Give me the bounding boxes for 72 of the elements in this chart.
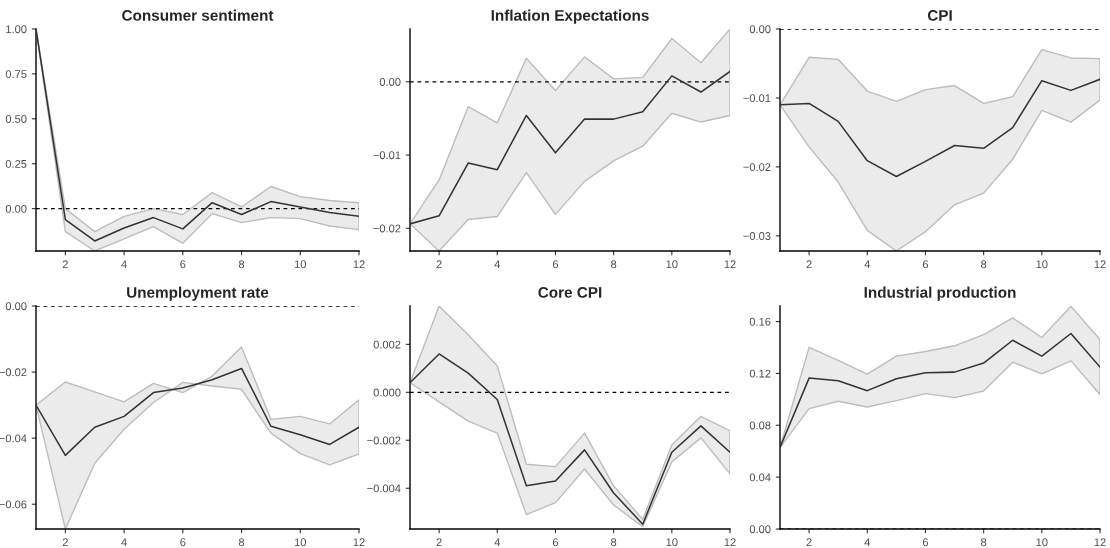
x-tick-label: 6 bbox=[922, 260, 929, 269]
chart-title: Unemployment rate bbox=[127, 286, 269, 301]
y-tick-label: 0.002 bbox=[373, 340, 401, 349]
chart-title: Industrial production bbox=[864, 286, 1016, 301]
x-tick-label: 4 bbox=[864, 260, 871, 269]
line-series bbox=[780, 78, 1100, 178]
x-tick-label: 4 bbox=[864, 538, 871, 547]
x-tick-label: 2 bbox=[62, 260, 68, 269]
x-tick-label: 8 bbox=[611, 538, 617, 547]
y-tick-label: 0.04 bbox=[749, 473, 771, 482]
chart-title: CPI bbox=[927, 10, 952, 21]
y-tick-label: −0.01 bbox=[743, 94, 771, 103]
y-tick-label: −0.02 bbox=[743, 163, 771, 172]
x-tick-label: 8 bbox=[611, 260, 617, 269]
chart-title: Core CPI bbox=[538, 287, 602, 298]
x-tick-label: 8 bbox=[238, 260, 245, 269]
line-series bbox=[410, 353, 730, 525]
x-tick-label: 8 bbox=[238, 538, 245, 547]
line-series bbox=[410, 70, 730, 225]
y-tick-label: 0.00 bbox=[749, 525, 771, 534]
y-tick-label: 0.75 bbox=[5, 70, 27, 79]
x-tick-label: 12 bbox=[724, 260, 736, 269]
y-tick-label: −0.03 bbox=[743, 232, 771, 240]
y-tick-label: 0.08 bbox=[749, 421, 771, 430]
x-tick-label: 6 bbox=[552, 538, 559, 547]
x-tick-label: 10 bbox=[294, 260, 307, 269]
x-tick-label: 10 bbox=[1036, 260, 1048, 269]
chart-title: Inflation Expectations bbox=[491, 9, 649, 24]
x-tick-label: 12 bbox=[353, 538, 365, 547]
y-tick-label: −0.04 bbox=[0, 434, 27, 443]
x-tick-label: 4 bbox=[494, 260, 501, 269]
y-tick-label: 0.16 bbox=[749, 317, 771, 326]
y-tick-label: −0.02 bbox=[373, 224, 401, 233]
line-series bbox=[780, 332, 1100, 449]
y-tick-label: 0.00 bbox=[749, 25, 771, 34]
x-tick-label: 6 bbox=[180, 538, 186, 547]
x-tick-label: 12 bbox=[1094, 260, 1106, 269]
x-tick-label: 2 bbox=[436, 260, 442, 269]
x-tick-label: 2 bbox=[806, 260, 812, 269]
y-tick-label: 0.00 bbox=[5, 302, 27, 311]
y-tick-label: 0.000 bbox=[373, 388, 401, 397]
y-tick-label: 0.12 bbox=[749, 369, 771, 378]
x-tick-label: 10 bbox=[294, 538, 307, 547]
x-tick-label: 4 bbox=[121, 538, 127, 547]
x-tick-label: 12 bbox=[724, 538, 736, 547]
x-tick-label: 4 bbox=[494, 538, 501, 547]
x-tick-label: 8 bbox=[981, 538, 987, 547]
y-tick-label: 1.00 bbox=[6, 25, 27, 34]
y-tick-label: −0.01 bbox=[373, 151, 401, 160]
y-tick-label: 0.50 bbox=[5, 115, 27, 123]
x-tick-label: 6 bbox=[552, 260, 559, 269]
x-tick-label: 2 bbox=[62, 538, 68, 547]
y-tick-label: −0.002 bbox=[367, 436, 401, 445]
x-tick-label: 2 bbox=[436, 538, 442, 547]
x-tick-label: 10 bbox=[666, 538, 678, 547]
y-tick-label: 0.25 bbox=[5, 159, 27, 168]
x-tick-label: 6 bbox=[922, 538, 929, 547]
y-tick-label: −0.02 bbox=[0, 368, 27, 377]
y-tick-label: −0.06 bbox=[0, 500, 27, 509]
chart-title: Consumer sentiment bbox=[122, 9, 274, 21]
x-tick-label: 10 bbox=[1036, 538, 1048, 547]
x-tick-label: 8 bbox=[981, 260, 987, 269]
x-tick-label: 12 bbox=[1094, 538, 1106, 547]
x-tick-label: 4 bbox=[121, 260, 127, 269]
x-tick-label: 2 bbox=[806, 538, 812, 547]
y-tick-label: 0.00 bbox=[5, 204, 27, 213]
line-series bbox=[36, 367, 359, 457]
x-tick-label: 10 bbox=[666, 260, 678, 269]
y-tick-label: 0.00 bbox=[379, 78, 401, 86]
x-tick-label: 6 bbox=[180, 260, 186, 269]
x-tick-label: 12 bbox=[353, 260, 365, 269]
y-tick-label: −0.004 bbox=[367, 484, 401, 493]
